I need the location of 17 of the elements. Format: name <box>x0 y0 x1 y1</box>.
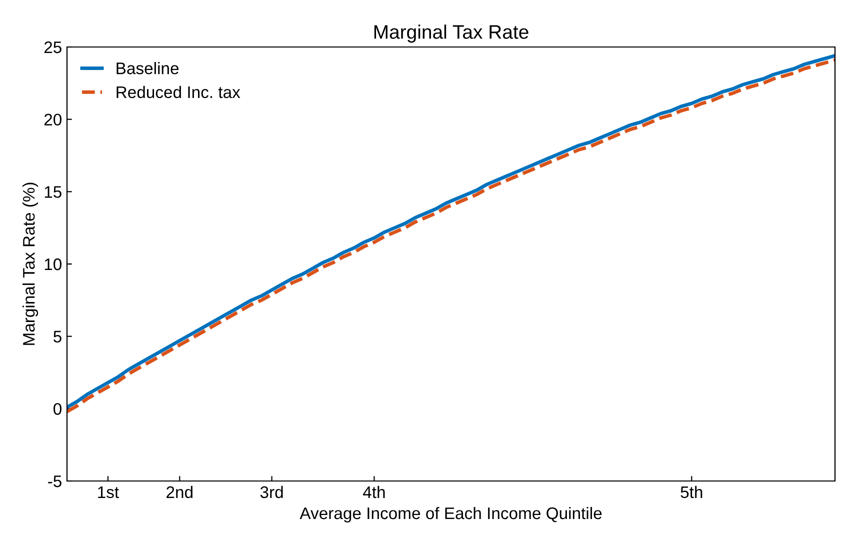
y-tick-label: 5 <box>54 330 62 343</box>
y-tick-label: 15 <box>44 186 62 198</box>
legend-label: Baseline <box>116 62 179 74</box>
legend-label: Reduced Inc. tax <box>116 86 240 98</box>
x-tick-label: 3rd <box>260 486 283 498</box>
x-tick-label: 1st <box>98 486 119 498</box>
x-tick-label: 2nd <box>166 486 192 498</box>
y-tick-label: 20 <box>44 114 62 126</box>
x-tick-label: 4th <box>363 486 385 498</box>
x-tick-label: 5th <box>680 486 702 498</box>
y-axis-title: Marginal Tax Rate (%) <box>22 182 38 345</box>
chart-title: Marginal Tax Rate <box>374 24 528 43</box>
y-tick-label: 0 <box>54 403 62 415</box>
y-tick-label: -5 <box>48 476 62 488</box>
y-tick-label: 25 <box>44 41 62 54</box>
x-axis-title: Average Income of Each Income Quintile <box>300 506 602 522</box>
y-tick-label: 10 <box>44 258 62 270</box>
